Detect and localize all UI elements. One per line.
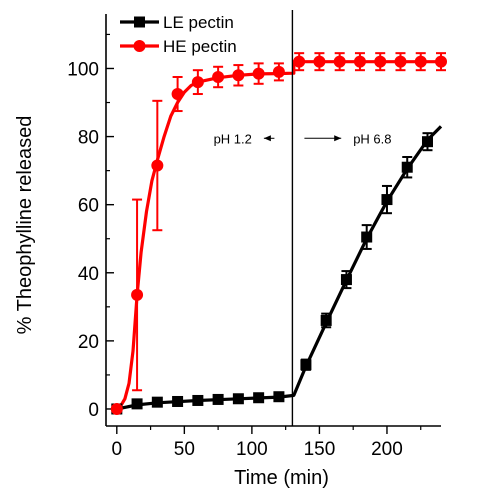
he-point	[333, 55, 346, 68]
le-point	[421, 136, 433, 148]
ph-label: pH 1.2	[214, 131, 252, 146]
he-fit-line	[115, 60, 441, 411]
arrow-right-head-icon	[334, 135, 342, 142]
y-tick-label: 0	[88, 400, 99, 421]
he-point	[110, 402, 123, 415]
legend: LE pectin HE pectin	[120, 13, 237, 56]
he-point	[171, 88, 184, 101]
x-tick-label: 150	[304, 439, 336, 460]
he-point	[353, 55, 366, 68]
y-tick-label: 80	[78, 128, 99, 149]
he-point	[293, 55, 306, 68]
le-point	[340, 274, 352, 286]
legend-square-marker	[134, 16, 145, 28]
legend-label: HE pectin	[163, 37, 237, 56]
ph-annotations: pH 1.2 pH 6.8	[214, 131, 392, 146]
y-axis-title: % Theophylline released	[14, 116, 36, 335]
he-point	[435, 55, 447, 68]
le-point	[151, 396, 163, 408]
he-series	[110, 52, 447, 415]
he-point	[272, 65, 285, 78]
y-tick-label: 100	[67, 59, 99, 80]
le-point	[232, 393, 244, 405]
he-point	[212, 70, 225, 83]
x-tick-label: 0	[112, 439, 123, 460]
he-point	[232, 69, 245, 82]
he-point	[151, 159, 164, 172]
he-point	[394, 55, 407, 68]
le-fit-line	[116, 125, 443, 411]
y-tick-label: 20	[78, 332, 99, 353]
y-tick-label: 60	[78, 196, 99, 217]
x-tick-label: 50	[174, 439, 195, 460]
le-point	[361, 231, 373, 243]
legend-item: HE pectin	[120, 37, 237, 56]
le-point	[300, 359, 312, 371]
legend-label: LE pectin	[163, 13, 234, 32]
legend-item: LE pectin	[120, 13, 234, 32]
he-point	[131, 288, 144, 301]
x-tick-label: 200	[371, 439, 403, 460]
he-point	[252, 67, 265, 80]
le-point	[401, 161, 413, 173]
le-point	[131, 398, 143, 410]
fit-lines	[115, 60, 443, 411]
he-point	[191, 76, 204, 89]
ph-label: pH 6.8	[353, 131, 391, 146]
le-point	[172, 395, 184, 407]
le-point	[253, 392, 265, 404]
le-point	[320, 314, 332, 326]
axes: 0 20 40 60 80 100 0 50 100 150 200	[67, 14, 441, 460]
le-point	[273, 391, 285, 403]
le-point	[381, 194, 393, 206]
legend-circle-marker	[133, 40, 146, 52]
data-points	[110, 52, 447, 415]
he-point	[374, 55, 387, 68]
x-axis-title: Time (min)	[234, 467, 329, 489]
he-point	[313, 55, 326, 68]
arrow-left-head-icon	[263, 135, 271, 142]
le-series	[111, 132, 433, 415]
le-point	[192, 394, 204, 406]
he-point	[414, 55, 427, 68]
y-tick-label: 40	[78, 264, 99, 285]
x-tick-label: 100	[236, 439, 268, 460]
le-point	[212, 393, 224, 405]
